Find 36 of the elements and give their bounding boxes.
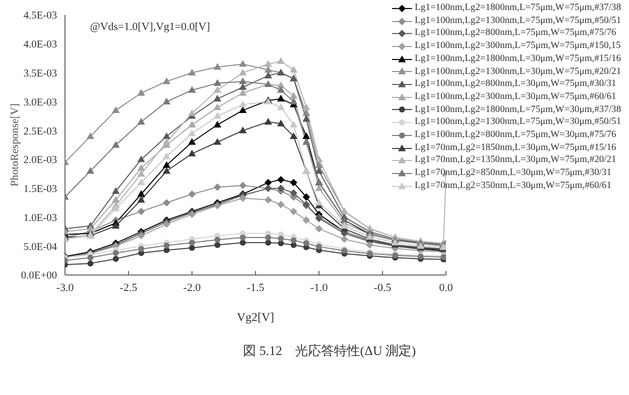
legend-label: Lg1=70nm,Lg2=1350nm,L=30μm,W=75μm,#20/21 [414, 154, 616, 168]
legend-label: Lg1=100nm,Lg2=1800nm,L=75μm,W=75μm,#37/38 [414, 2, 621, 15]
y-tick-label: 1.5E-03 [23, 184, 57, 196]
legend-label: Lg1=100nm,Lg2=300nm,L=75μm,W=75μm,#150,15 [414, 40, 621, 53]
legend-label: Lg1=100nm,Lg2=800nm,L=75μm,W=75μm,#75/76 [414, 27, 616, 40]
y-tick-label: 4.0E-03 [23, 40, 57, 51]
legend-label: Lg1=100nm,Lg2=300nm,L=30μm,W=75μm,#60/61 [414, 90, 616, 104]
y-tick-label: 2.0E-03 [23, 155, 57, 166]
x-axis-title: Vg2[V] [236, 310, 274, 324]
y-tick-label: 0.0E+00 [21, 270, 57, 282]
y-tick-label: 2.5E-03 [23, 126, 57, 138]
y-axis-title: PhotoResponse[V] [8, 103, 21, 187]
legend-label: Lg1=100nm,Lg2=800nm,L=75μm,W=30μm,#75/76 [414, 129, 616, 142]
legend-label: Lg1=70nm,Lg2=350nm,L=30μm,W=75μm,#60/61 [414, 180, 612, 193]
annotation: @Vds=1.0[V],Vg1=0.0[V] [90, 21, 210, 33]
legend-label: Lg1=100nm,Lg2=1300nm,L=75μm,W=75μm,#50/51 [414, 14, 621, 28]
x-tick-label: -2.5 [120, 282, 138, 294]
x-tick-label: -3.0 [56, 282, 74, 294]
y-tick-label: 1.0E-03 [23, 212, 57, 224]
legend-label: Lg1=100nm,Lg2=1300nm,L=30μm,W=75μm,#20/21 [414, 66, 621, 78]
x-tick-label: -1.0 [310, 282, 328, 294]
legend-label: Lg1=100nm,Lg2=1800nm,L=30μm,W=75μm,#15/16 [414, 52, 621, 66]
x-tick-label: 0.0 [439, 282, 454, 294]
caption: 図 5.12 光応答特性(ΔU 測定) [242, 342, 417, 360]
legend-label: Lg1=70nm,Lg2=850nm,L=30μm,W=75μm,#30/31 [414, 167, 612, 180]
legend-label: Lg1=100nm,Lg2=1300nm,L=75μm,W=30μm,#50/51 [414, 116, 621, 130]
x-tick-label: -1.5 [246, 282, 265, 294]
y-tick-label: 4.5E-03 [23, 10, 57, 22]
y-tick-label: 5.0E-04 [23, 242, 58, 253]
x-tick-label: -2.0 [183, 282, 202, 294]
legend-label: Lg1=100nm,Lg2=1800nm,L=75μm,W=30μm,#37/38 [414, 104, 621, 116]
legend-label: Lg1=100nm,Lg2=800nm,L=30μm,W=75μm,#30/31 [414, 78, 616, 91]
x-tick-label: -0.5 [374, 282, 392, 294]
legend-label: Lg1=70nm,Lg2=1850nm,L=30μm,W=75μm,#15/16 [414, 142, 616, 154]
y-tick-label: 3.5E-03 [23, 68, 57, 80]
y-tick-label: 3.0E-03 [23, 97, 57, 108]
